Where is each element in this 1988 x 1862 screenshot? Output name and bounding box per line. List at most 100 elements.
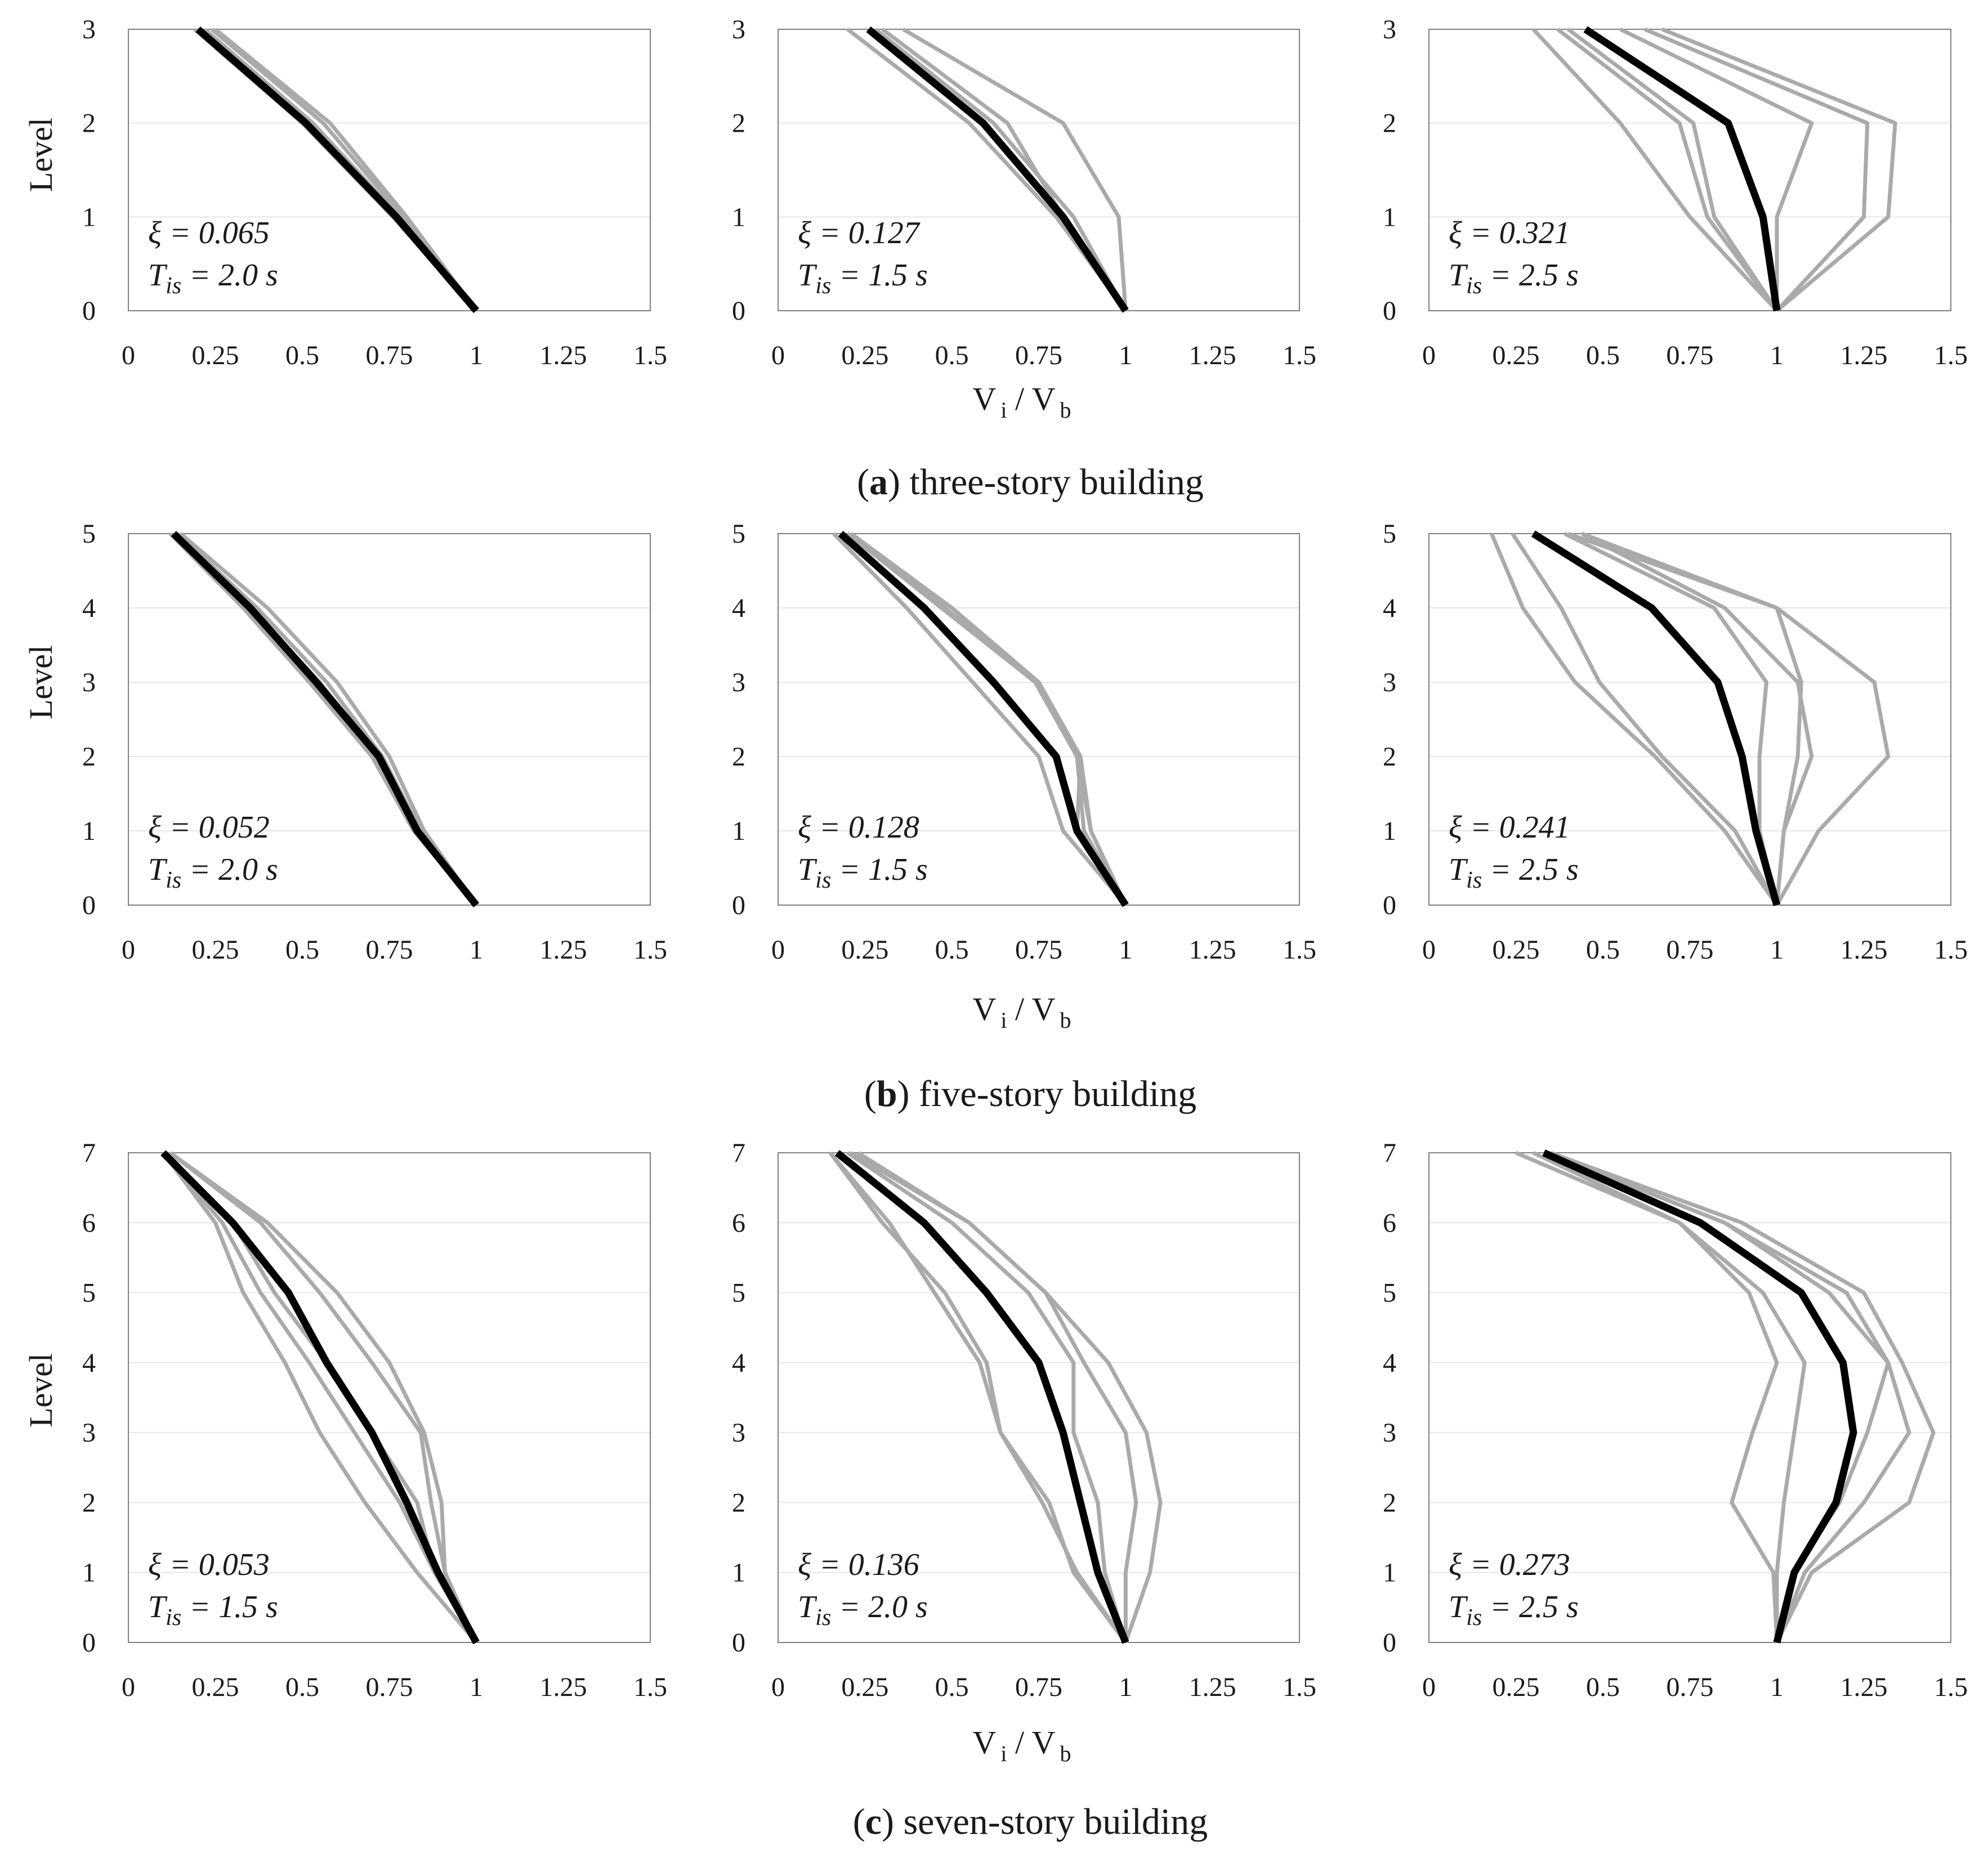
x-tick-label-b1-4: 1 bbox=[470, 935, 483, 965]
plot-frame-c1 bbox=[128, 1152, 651, 1643]
x-tick-label-b3-3: 0.75 bbox=[1667, 935, 1714, 965]
gray-series-line-c2-4 bbox=[850, 1151, 1138, 1642]
x-tick-label-c1-3: 0.75 bbox=[366, 1672, 413, 1702]
chart-panel-c2: 0 0.25 0.5 0.75 1 1.25 1.5 0 1 2 3 4 5 6 7 ξ = 0.136 Tis… bbox=[732, 1138, 1316, 1702]
y-tick-label-c2-5: 5 bbox=[732, 1278, 745, 1308]
plot-frame-b1 bbox=[128, 533, 651, 906]
x-tick-label-b2-1: 0.25 bbox=[841, 935, 888, 965]
x-tick-label-b2-3: 0.75 bbox=[1015, 935, 1062, 965]
gray-series-line-b3-5 bbox=[1567, 531, 1891, 906]
x-tick-label-a3-6: 1.5 bbox=[1934, 341, 1968, 370]
x-tick-label-c2-6: 1.5 bbox=[1283, 1672, 1316, 1702]
x-tick-label-a2-2: 0.5 bbox=[935, 341, 969, 370]
y-tick-label-c1-5: 5 bbox=[82, 1278, 96, 1308]
y-tick-label-a3-1: 1 bbox=[1383, 202, 1396, 232]
y-tick-label-b1-3: 3 bbox=[82, 668, 96, 697]
y-tick-label-b3-4: 4 bbox=[1383, 593, 1396, 623]
chart-panel-c3: 0 0.25 0.5 0.75 1 1.25 1.5 0 1 2 3 4 5 6 7 ξ = 0.273 Tis… bbox=[1383, 1138, 1968, 1702]
y-tick-label-c2-4: 4 bbox=[732, 1348, 745, 1378]
x-tick-label-c1-2: 0.5 bbox=[285, 1672, 319, 1702]
chart-panel-a1: 0 0.25 0.5 0.75 1 1.25 1.5 0 1 2 3 ξ = 0.065 Tis = 2… bbox=[82, 15, 667, 370]
gray-series-line-c1-1 bbox=[162, 1151, 479, 1644]
x-tick-label-b2-2: 0.5 bbox=[935, 935, 969, 965]
mean-series-line-a1 bbox=[195, 26, 479, 314]
x-tick-label-b1-5: 1.25 bbox=[540, 935, 587, 965]
x-tick-label-c3-5: 1.25 bbox=[1840, 1672, 1888, 1702]
tis-annotation-b2: Tis = 1.5 s bbox=[798, 852, 928, 893]
y-tick-label-c1-7: 7 bbox=[82, 1138, 96, 1168]
x-tick-label-c2-1: 0.25 bbox=[841, 1672, 888, 1702]
plot-frame-c2 bbox=[778, 1152, 1300, 1643]
xi-annotation-c2: ξ = 0.136 bbox=[798, 1547, 919, 1582]
xi-annotation-a2: ξ = 0.127 bbox=[798, 216, 921, 250]
gray-series-line-a3-0 bbox=[1531, 28, 1779, 312]
gray-series-line-b2-2 bbox=[850, 532, 1128, 906]
gray-series-line-c3-1 bbox=[1532, 1151, 1807, 1642]
y-tick-label-c1-3: 3 bbox=[82, 1418, 96, 1448]
y-tick-label-c2-3: 3 bbox=[732, 1418, 745, 1448]
gray-series-line-a3-2 bbox=[1567, 28, 1779, 312]
x-tick-label-c3-6: 1.5 bbox=[1934, 1672, 1968, 1702]
chart-panel-a2: 0 0.25 0.5 0.75 1 1.25 1.5 0 1 2 3 ξ = 0.127 Tis = 1… bbox=[732, 15, 1316, 370]
y-tick-label-c3-3: 3 bbox=[1383, 1418, 1396, 1448]
x-tick-label-a3-5: 1.25 bbox=[1840, 341, 1888, 370]
x-tick-label-a3-0: 0 bbox=[1422, 341, 1436, 370]
y-tick-label-c3-4: 4 bbox=[1383, 1348, 1396, 1378]
chart-panel-b2: 0 0.25 0.5 0.75 1 1.25 1.5 0 1 2 3 4 5 ξ = 0.128 Tis =… bbox=[732, 519, 1316, 965]
x-tick-label-c1-6: 1.5 bbox=[633, 1672, 667, 1702]
x-tick-label-c2-4: 1 bbox=[1119, 1672, 1132, 1702]
y-tick-label-a3-0: 0 bbox=[1383, 296, 1396, 326]
y-axis-label-row-a: Level bbox=[23, 118, 59, 192]
gray-series-line-b1-2 bbox=[179, 532, 478, 907]
x-tick-label-c2-3: 0.75 bbox=[1015, 1672, 1062, 1702]
tis-annotation-c1: Tis = 1.5 s bbox=[148, 1590, 278, 1631]
xi-annotation-a1: ξ = 0.065 bbox=[148, 216, 270, 250]
y-tick-label-c3-5: 5 bbox=[1383, 1278, 1396, 1308]
y-tick-label-b1-5: 5 bbox=[82, 519, 96, 549]
mean-series-line-b1 bbox=[171, 531, 480, 908]
y-tick-label-b1-4: 4 bbox=[82, 593, 96, 623]
mean-series-line-c1 bbox=[160, 1150, 480, 1645]
caption-a: (a) three-story building bbox=[857, 462, 1204, 503]
x-tick-label-b2-0: 0 bbox=[771, 935, 785, 965]
y-tick-label-c2-2: 2 bbox=[732, 1488, 745, 1518]
gray-series-line-b2-0 bbox=[832, 532, 1128, 907]
y-tick-label-c3-6: 6 bbox=[1383, 1208, 1396, 1238]
x-tick-label-a2-1: 0.25 bbox=[841, 341, 888, 370]
y-tick-label-a2-3: 3 bbox=[732, 15, 745, 44]
caption-b: (b) five-story building bbox=[864, 1073, 1196, 1114]
x-tick-label-a2-4: 1 bbox=[1119, 341, 1132, 370]
x-tick-label-b2-6: 1.5 bbox=[1283, 935, 1316, 965]
gray-series-line-a3-3 bbox=[1619, 27, 1814, 311]
gray-series-line-a2-3 bbox=[902, 27, 1128, 311]
x-tick-label-a1-4: 1 bbox=[470, 341, 483, 370]
xi-annotation-a3: ξ = 0.321 bbox=[1449, 216, 1570, 250]
x-tick-label-b2-4: 1 bbox=[1119, 935, 1132, 965]
y-tick-label-b2-1: 1 bbox=[732, 816, 745, 846]
y-tick-label-b3-5: 5 bbox=[1383, 519, 1396, 549]
x-tick-label-a3-4: 1 bbox=[1770, 341, 1784, 370]
plot-frame-b2 bbox=[778, 533, 1300, 906]
gray-series-line-a3-5 bbox=[1661, 27, 1897, 312]
xi-annotation-b2: ξ = 0.128 bbox=[798, 810, 919, 845]
x-tick-label-a3-2: 0.5 bbox=[1586, 341, 1620, 370]
y-tick-label-a1-3: 3 bbox=[82, 15, 96, 44]
y-tick-label-a1-2: 2 bbox=[82, 109, 96, 138]
x-tick-label-c1-4: 1 bbox=[470, 1672, 483, 1702]
x-tick-label-c1-1: 0.25 bbox=[192, 1672, 239, 1702]
x-tick-label-b1-1: 0.25 bbox=[192, 935, 239, 965]
y-tick-label-c2-6: 6 bbox=[732, 1208, 745, 1238]
y-tick-label-b1-2: 2 bbox=[82, 742, 96, 772]
caption-c: (c) seven-story building bbox=[853, 1801, 1208, 1842]
mean-series-line-b2 bbox=[838, 531, 1129, 907]
tis-annotation-c3: Tis = 2.5 s bbox=[1449, 1590, 1579, 1631]
gray-series-line-c2-2 bbox=[846, 1151, 1128, 1643]
x-tick-label-a2-3: 0.75 bbox=[1015, 341, 1062, 370]
gray-series-line-c3-4 bbox=[1546, 1151, 1911, 1644]
x-tick-label-a3-1: 0.25 bbox=[1493, 341, 1540, 370]
y-tick-label-c1-4: 4 bbox=[82, 1348, 96, 1378]
